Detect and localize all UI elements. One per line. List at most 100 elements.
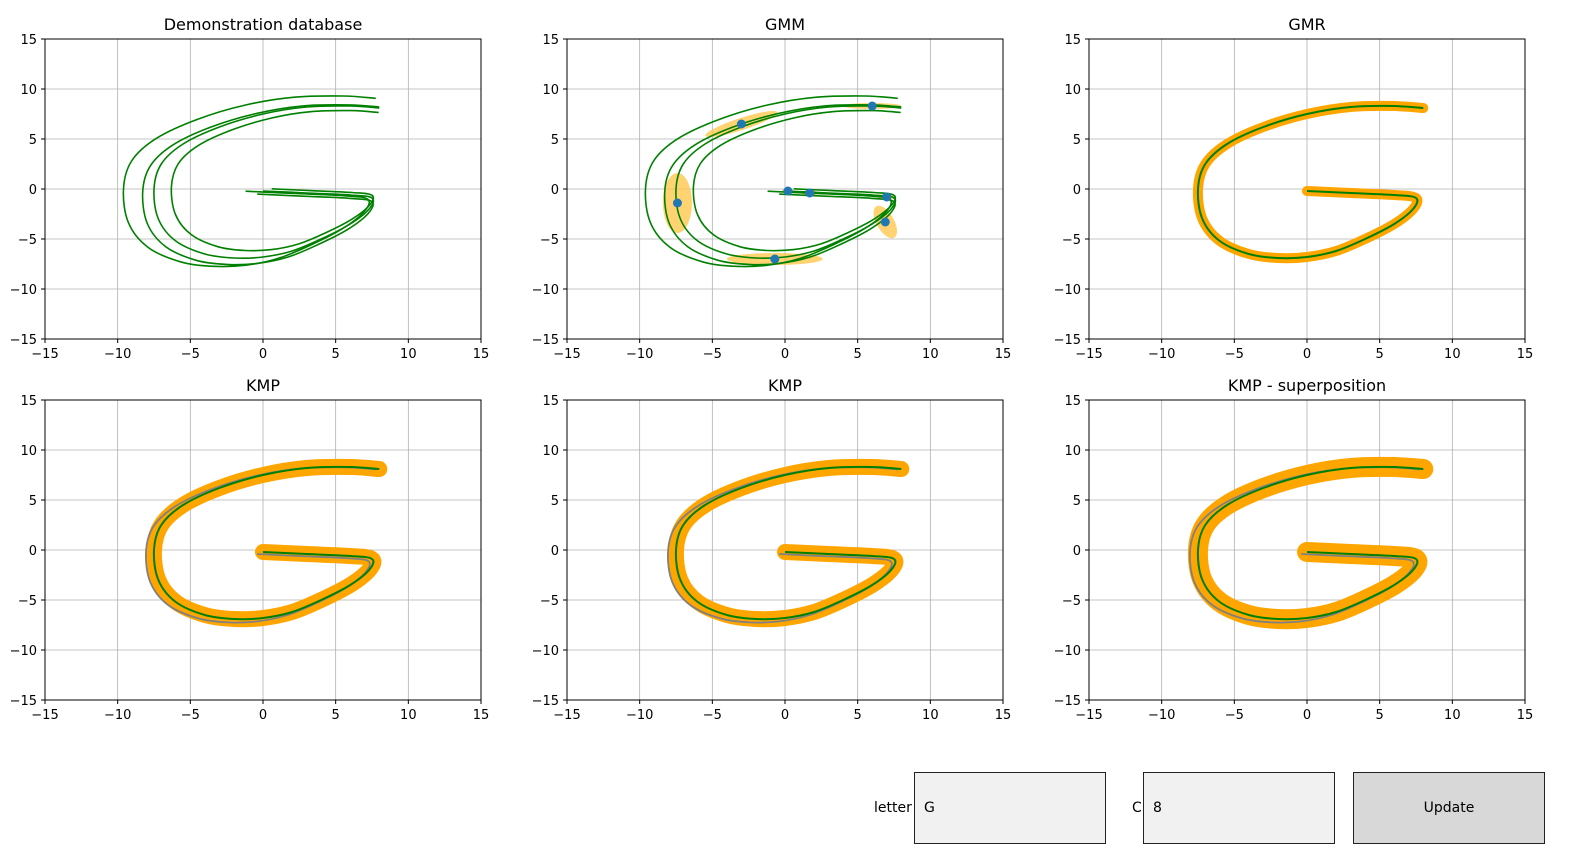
y-tick-label: −10 [1054,283,1081,298]
reference-trajectory [1188,466,1420,624]
demo-trajectory [644,95,898,268]
variance-envelope [667,458,910,628]
x-tick-label: −15 [1075,708,1102,723]
x-tick-label: 10 [1444,708,1461,723]
x-tick-label: 0 [1303,347,1311,362]
x-tick-label: −15 [1075,347,1102,362]
letter-input[interactable]: G [914,772,1106,844]
y-tick-label: 10 [542,83,559,98]
y-tick-label: 5 [29,133,37,148]
y-tick-label: 15 [20,33,37,48]
x-tick-label: −5 [703,347,722,362]
x-tick-label: −5 [181,347,200,362]
x-tick-label: −10 [626,347,653,362]
x-tick-label: 15 [1517,708,1534,723]
chart-panel-3: −15−15 −10 −10 −5 −5 0 0 5 5 10 10 15 15 GMR [1054,15,1534,362]
x-tick-label: −10 [104,347,131,362]
y-tick-label: −10 [10,283,37,298]
x-tick-label: −15 [553,347,580,362]
x-tick-label: 10 [922,347,939,362]
update-button[interactable]: Update [1353,772,1545,844]
x-tick-label: 5 [854,347,862,362]
y-tick-label: 10 [1064,83,1081,98]
x-tick-label: −5 [1225,708,1244,723]
x-tick-label: 5 [1376,347,1384,362]
y-tick-label: −15 [532,694,559,709]
y-tick-label: 10 [20,83,37,98]
gmm-center-point [736,119,746,129]
mean-trajectory [674,465,902,621]
x-tick-label: 15 [995,347,1012,362]
y-tick-label: 15 [20,394,37,409]
y-tick-label: −10 [532,283,559,298]
x-tick-label: −15 [553,708,580,723]
x-tick-label: 5 [332,347,340,362]
variance-envelope [145,458,388,628]
y-tick-label: 5 [551,133,559,148]
c-label: C [1132,800,1142,816]
chart-title: KMP [246,376,280,395]
x-tick-label: 0 [1303,708,1311,723]
y-tick-label: 0 [551,544,559,559]
x-tick-label: 15 [473,347,490,362]
y-tick-label: −15 [1054,333,1081,348]
gmm-center-point [880,217,890,227]
x-tick-label: 0 [259,708,267,723]
y-tick-label: 15 [1064,394,1081,409]
variance-envelope [1187,456,1434,630]
variance-envelope [1192,100,1429,264]
gmm-center-point [805,188,815,198]
chart-panel-6: −15−15 −10 −10 −5 −5 0 0 5 5 10 10 15 15 KMP - superp… [1054,376,1534,723]
demo-trajectory [153,105,380,260]
y-tick-label: −5 [540,594,559,609]
y-tick-label: 5 [29,494,37,509]
demo-trajectory [663,103,902,266]
y-tick-label: 5 [1073,494,1081,509]
reference-trajectory [144,466,376,624]
x-tick-label: 0 [259,347,267,362]
x-tick-label: 15 [995,708,1012,723]
x-tick-label: 15 [1517,347,1534,362]
y-tick-label: 15 [542,394,559,409]
c-input[interactable]: 8 [1143,772,1335,844]
y-tick-label: 5 [551,494,559,509]
x-tick-label: 0 [781,708,789,723]
y-tick-label: −15 [532,333,559,348]
y-tick-label: 10 [542,444,559,459]
demo-trajectory [141,103,380,266]
x-tick-label: 5 [332,708,340,723]
demo-trajectory [675,105,902,260]
gmm-center-point [770,254,780,264]
chart-title: KMP - superposition [1228,376,1386,395]
y-tick-label: 0 [1073,544,1081,559]
x-tick-label: 10 [922,708,939,723]
chart-title: KMP [768,376,802,395]
x-tick-label: −5 [1225,347,1244,362]
x-tick-label: 0 [781,347,789,362]
gmm-center-point [783,186,793,196]
chart-panel-2: −15−15 −10 −10 −5 −5 0 0 5 5 10 10 15 15 GMM [532,15,1012,362]
y-tick-label: −15 [10,333,37,348]
reference-trajectory [666,466,898,624]
y-tick-label: −5 [540,233,559,248]
chart-title: Demonstration database [164,15,363,34]
y-tick-label: −15 [1054,694,1081,709]
x-tick-label: −10 [626,708,653,723]
mean-trajectory [1196,465,1424,621]
y-tick-label: 15 [542,33,559,48]
y-tick-label: −10 [10,644,37,659]
y-tick-label: 10 [1064,444,1081,459]
y-tick-label: −5 [1062,233,1081,248]
gmm-center-point [882,192,892,202]
y-tick-label: −10 [532,644,559,659]
letter-label: letter [874,800,912,816]
x-tick-label: 5 [1376,708,1384,723]
mean-trajectory [1196,104,1424,260]
y-tick-label: 0 [29,544,37,559]
x-tick-label: −10 [1148,347,1175,362]
y-tick-label: 0 [551,183,559,198]
demo-trajectory [170,109,379,252]
y-tick-label: 0 [1073,183,1081,198]
x-tick-label: 10 [400,708,417,723]
y-tick-label: 10 [20,444,37,459]
